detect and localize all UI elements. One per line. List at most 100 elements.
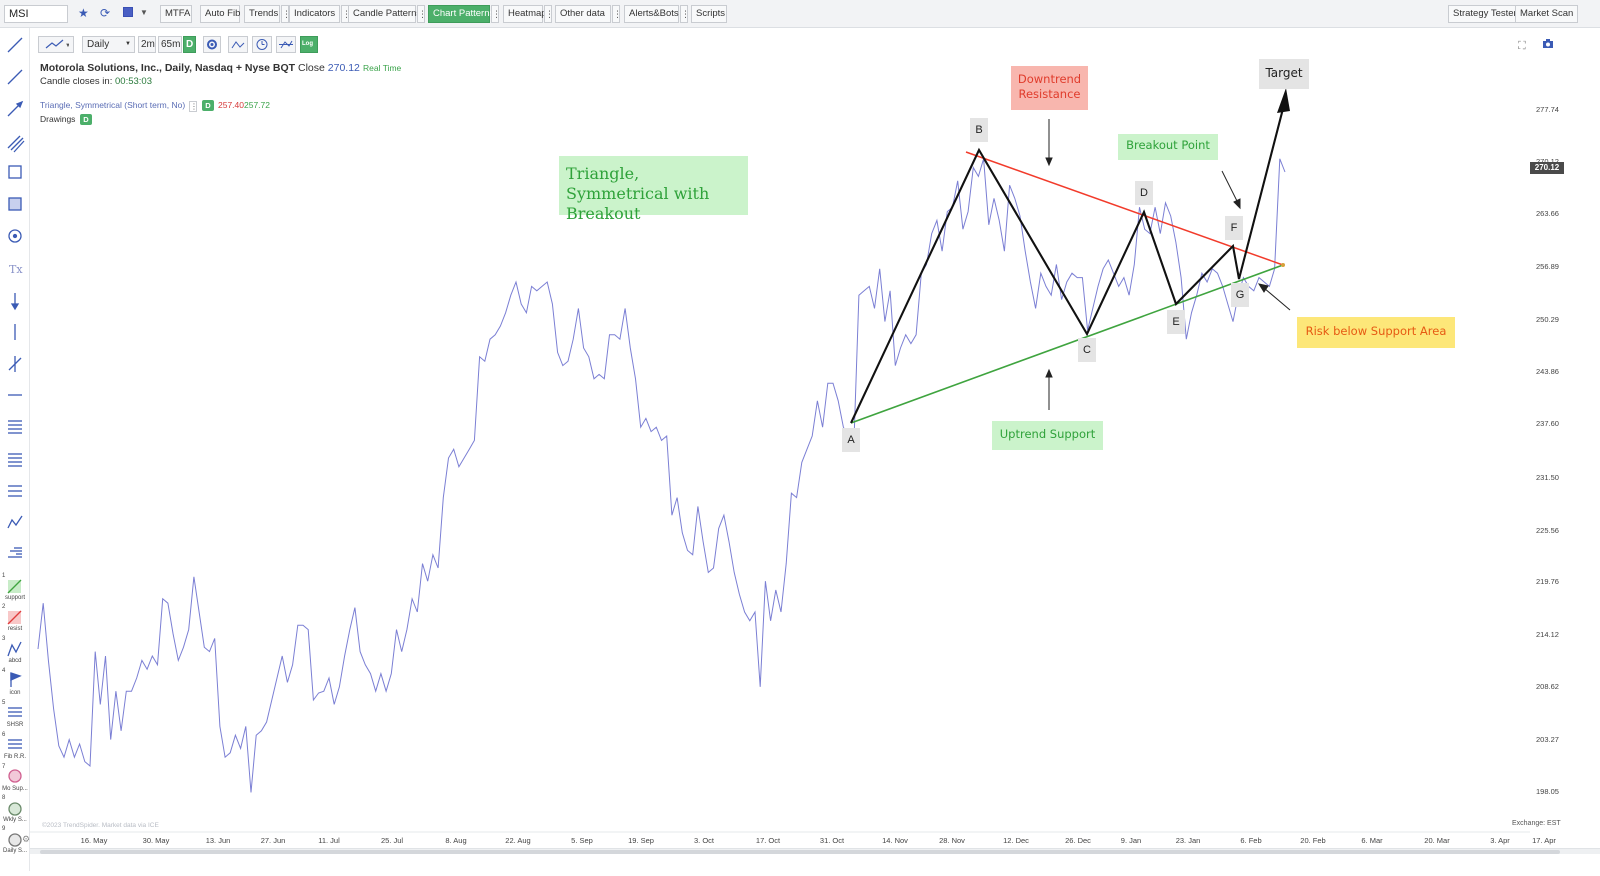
- preset-label[interactable]: abcd: [8, 658, 22, 664]
- breakout-point-note[interactable]: Breakout Point: [1118, 134, 1218, 160]
- compare-icon[interactable]: [228, 36, 248, 53]
- point-label-b[interactable]: B: [970, 118, 988, 142]
- chart-type-icon[interactable]: [123, 7, 133, 17]
- fork-tool-icon: [8, 356, 22, 372]
- preset-label[interactable]: Fib R.R.: [3, 754, 26, 760]
- toolbar-more-icon[interactable]: ⋮: [680, 5, 690, 23]
- downtrend-resistance-note[interactable]: Downtrend Resistance: [1011, 66, 1088, 110]
- toolbar-button-alerts-bots[interactable]: Alerts&Bots: [624, 5, 679, 23]
- interval-2m-button[interactable]: 2m: [138, 36, 156, 53]
- toolbar-button-auto-fib[interactable]: Auto Fib: [200, 5, 240, 23]
- star-icon[interactable]: ★: [78, 6, 89, 20]
- indicator-legend[interactable]: Triangle, Symmetrical (Short term, No): [40, 100, 186, 110]
- chevron-down-icon[interactable]: ▼: [140, 8, 148, 17]
- preset-number: 2: [2, 604, 6, 610]
- wkly-sup-preset-icon: [8, 802, 22, 816]
- x-axis-tick-label: 8. Aug: [445, 836, 467, 845]
- horizontal-scrollbar[interactable]: [30, 848, 1600, 854]
- svg-text:▼: ▼: [65, 43, 69, 49]
- toolbar-button-candle-patterns[interactable]: Candle Patterns: [348, 5, 421, 23]
- pattern-zigzag-line: [850, 96, 1288, 424]
- point-label-c[interactable]: C: [1078, 338, 1096, 362]
- fullscreen-icon[interactable]: ⛶: [1518, 40, 1526, 52]
- toolbar-button-chart-patterns[interactable]: Chart Patterns: [428, 5, 494, 23]
- fib-rr-preset-icon: [8, 739, 22, 749]
- preset-number: 4: [2, 668, 6, 674]
- crosshair-icon[interactable]: [276, 36, 296, 53]
- settings-gear-icon[interactable]: [203, 36, 221, 53]
- symbol-title: Motorola Solutions, Inc., Daily, Nasdaq …: [40, 62, 296, 74]
- toolbar-button-trends[interactable]: Trends: [244, 5, 280, 23]
- y-axis-tick-label: 237.60: [1536, 419, 1559, 428]
- ticker-input[interactable]: [4, 5, 68, 23]
- target-note[interactable]: Target: [1259, 59, 1309, 89]
- point-label-g[interactable]: G: [1231, 283, 1249, 307]
- x-axis-tick-label: 3. Oct: [693, 836, 715, 845]
- data-attribution: ©2023 TrendSpider. Market data via ICE: [42, 822, 159, 829]
- x-axis-tick-label: 17. Oct: [755, 836, 781, 845]
- indicator-menu-icon[interactable]: ⋮: [189, 101, 198, 112]
- drawings-legend[interactable]: Drawings: [40, 114, 76, 124]
- daily-sup-preset-icon: [8, 833, 22, 847]
- preset-number: 9: [2, 826, 6, 832]
- y-axis-tick-label: 256.89: [1536, 262, 1559, 271]
- drawing-tools-icons[interactable]: Tx: [0, 28, 30, 871]
- daily-badge-button[interactable]: D: [183, 36, 196, 53]
- drawings-timeframe-badge[interactable]: D: [80, 114, 92, 125]
- toolbar-more-icon[interactable]: ⋮: [491, 5, 501, 23]
- toolbar-button-mtfa[interactable]: MTFA: [160, 5, 192, 23]
- toolbar-more-icon[interactable]: ⋮: [612, 5, 622, 23]
- indicator-timeframe-badge[interactable]: D: [202, 100, 214, 111]
- point-label-f[interactable]: F: [1225, 216, 1243, 240]
- shsr-preset-icon: [8, 707, 22, 717]
- point-label-a[interactable]: A: [842, 428, 860, 452]
- y-axis-tick-label: 250.29: [1536, 315, 1559, 324]
- y-axis-tick-label: 198.05: [1536, 787, 1559, 796]
- preset-label[interactable]: Mo Sup...: [2, 786, 28, 792]
- x-axis-tick-label: 13. Jun: [205, 836, 231, 845]
- preset-label[interactable]: Wkly S...: [3, 817, 27, 823]
- ray-tool-icon: [7, 69, 23, 85]
- time-settings-icon[interactable]: ⚙: [22, 834, 31, 844]
- pattern-title-note[interactable]: Triangle, Symmetrical with Breakout: [559, 156, 748, 223]
- preset-label[interactable]: SHSR: [6, 722, 24, 728]
- market-scan-button[interactable]: Market Scan: [1515, 5, 1579, 23]
- preset-label[interactable]: resist: [7, 626, 23, 632]
- interval-select[interactable]: Daily ▼: [82, 36, 135, 53]
- toolbar-more-icon[interactable]: ⋮: [281, 5, 291, 23]
- preset-label[interactable]: Daily S...: [2, 848, 27, 854]
- clock-icon[interactable]: [252, 36, 272, 53]
- mo-sup-preset-icon: [8, 769, 22, 783]
- fib-extension-tool-icon: [8, 453, 22, 467]
- risk-note[interactable]: Risk below Support Area: [1297, 317, 1455, 348]
- toolbar-button-scripts[interactable]: Scripts: [691, 5, 727, 23]
- preset-label[interactable]: icon: [9, 690, 21, 696]
- log-scale-button[interactable]: Log: [300, 36, 318, 53]
- y-axis-tick-label: 243.86: [1536, 367, 1559, 376]
- x-axis-tick-label: 25. Jul: [380, 836, 404, 845]
- risk-arrow: [1263, 287, 1291, 311]
- preset-number: 6: [2, 732, 6, 738]
- camera-icon[interactable]: [1542, 38, 1554, 52]
- preset-label[interactable]: support: [4, 595, 25, 601]
- toolbar-more-icon[interactable]: ⋮: [417, 5, 427, 23]
- toolbar-more-icon[interactable]: ⋮: [544, 5, 554, 23]
- point-label-d[interactable]: D: [1135, 181, 1153, 205]
- toolbar-button-heatmap[interactable]: Heatmap: [503, 5, 547, 23]
- rectangle-tool-icon: [8, 165, 22, 179]
- candle-countdown-label: Candle closes in:: [40, 76, 113, 87]
- interval-65m-button[interactable]: 65m: [158, 36, 182, 53]
- refresh-icon[interactable]: ⟳: [100, 6, 111, 20]
- scrollbar-thumb[interactable]: [40, 850, 1560, 854]
- line-chart-icon: ▼: [45, 39, 71, 49]
- close-label: Close: [298, 62, 325, 74]
- uptrend-support-note[interactable]: Uptrend Support: [992, 421, 1103, 450]
- chart-style-dropdown[interactable]: ▼: [38, 36, 74, 53]
- point-label-e[interactable]: E: [1167, 310, 1185, 334]
- toolbar-button-other-data[interactable]: Other data: [555, 5, 611, 23]
- x-axis-tick-label: 22. Aug: [505, 836, 531, 845]
- toolbar-button-indicators[interactable]: Indicators: [289, 5, 340, 23]
- y-axis-tick-label: 203.27: [1536, 735, 1559, 744]
